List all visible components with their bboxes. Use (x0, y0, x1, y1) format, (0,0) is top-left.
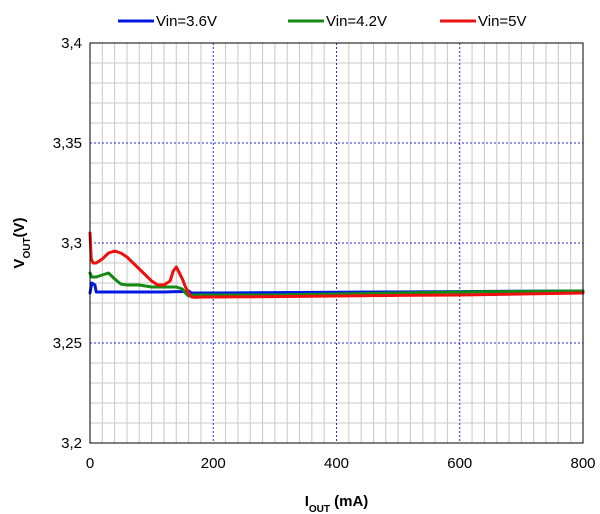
y-tick-label: 3,4 (61, 35, 82, 52)
x-tick-label: 800 (570, 455, 595, 472)
y-tick-label: 3,35 (53, 135, 82, 152)
x-tick-label: 0 (86, 455, 94, 472)
series-lines (88, 231, 585, 299)
x-tick-label: 600 (447, 455, 472, 472)
grid-lines (89, 42, 584, 444)
y-axis-title: VOUT(V) (11, 217, 33, 268)
legend-label: Vin=4.2V (326, 13, 387, 30)
legend-label: Vin=3.6V (156, 13, 217, 30)
series-line-3 (88, 231, 585, 299)
y-tick-label: 3,2 (61, 435, 82, 452)
legend-label: Vin=5V (478, 13, 527, 30)
tick-labels: 0 200 400 600 800 3,2 3,25 3,3 3,35 3,4 (53, 35, 596, 472)
plot-area-frame (89, 42, 584, 444)
series-line-2 (88, 271, 585, 298)
x-axis-title: IOUT (mA) (305, 493, 369, 514)
y-tick-label: 3,25 (53, 335, 82, 352)
x-tick-label: 200 (201, 455, 226, 472)
x-tick-label: 400 (324, 455, 349, 472)
y-tick-label: 3,3 (61, 235, 82, 252)
legend: Vin=3.6V Vin=4.2V Vin=5V (118, 13, 527, 30)
